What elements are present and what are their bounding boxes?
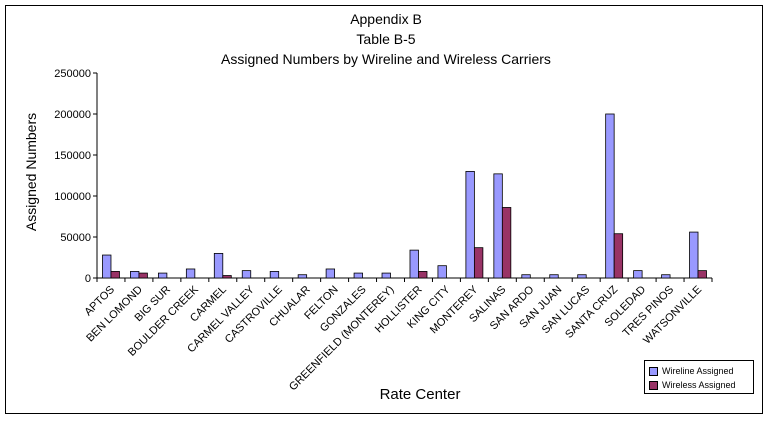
y-tick-label: 100000 [54, 191, 91, 203]
y-tick-label: 150000 [54, 150, 91, 162]
bar-wireless [138, 272, 148, 279]
bar-wireline [297, 274, 308, 279]
bar-wireless [697, 270, 707, 279]
bar-wireline [353, 272, 363, 279]
chart-frame [5, 5, 763, 414]
legend-label-wireless: Wireless Assigned [662, 380, 736, 390]
bar-wireline [633, 270, 643, 279]
bar-wireline [213, 252, 224, 279]
bar-wireline [605, 113, 615, 279]
bar-wireline [157, 272, 168, 279]
y-tick-label: 50000 [60, 232, 91, 244]
bar-wireline [130, 271, 140, 279]
legend-swatch-wireline [649, 366, 658, 376]
bar-wireless [222, 275, 232, 279]
bar-wireline [325, 268, 336, 279]
bar-wireless [418, 271, 428, 279]
bar-wireline [661, 274, 671, 279]
bar-wireline [381, 272, 391, 279]
chart-legend: Wireline Assigned Wireless Assigned [644, 360, 754, 394]
bar-wireline [549, 274, 559, 279]
bar-wireline [241, 270, 252, 279]
legend-item-wireless: Wireless Assigned [649, 379, 736, 391]
bar-wireless [613, 233, 624, 279]
y-tick-label: 250000 [54, 68, 91, 80]
bar-wireless [110, 271, 120, 279]
bar-wireline [185, 268, 196, 279]
legend-label-wireline: Wireline Assigned [662, 366, 734, 376]
bar-wireline [437, 265, 447, 279]
bar-wireline [409, 249, 419, 279]
bar-wireline [577, 274, 587, 279]
bar-wireline [102, 254, 112, 279]
legend-item-wireline: Wireline Assigned [649, 365, 734, 377]
legend-swatch-wireless [649, 380, 658, 390]
chart-title-line-2: Table B-5 [356, 31, 416, 47]
bar-wireline [493, 173, 503, 279]
y-tick-label: 0 [85, 273, 91, 285]
bar-wireless [501, 207, 512, 279]
bar-wireless [473, 247, 484, 279]
y-axis-label: Assigned Numbers [23, 112, 39, 232]
bar-wireline [521, 274, 531, 279]
chart-title-line-3: Assigned Numbers by Wireline and Wireles… [221, 51, 551, 67]
chart-title-line-1: Appendix B [350, 11, 422, 27]
x-axis-label: Rate Center [379, 386, 461, 403]
bar-wireline [465, 170, 475, 279]
bar-wireline [689, 231, 699, 279]
y-tick-label: 200000 [54, 109, 91, 121]
bar-wireline [269, 271, 280, 279]
